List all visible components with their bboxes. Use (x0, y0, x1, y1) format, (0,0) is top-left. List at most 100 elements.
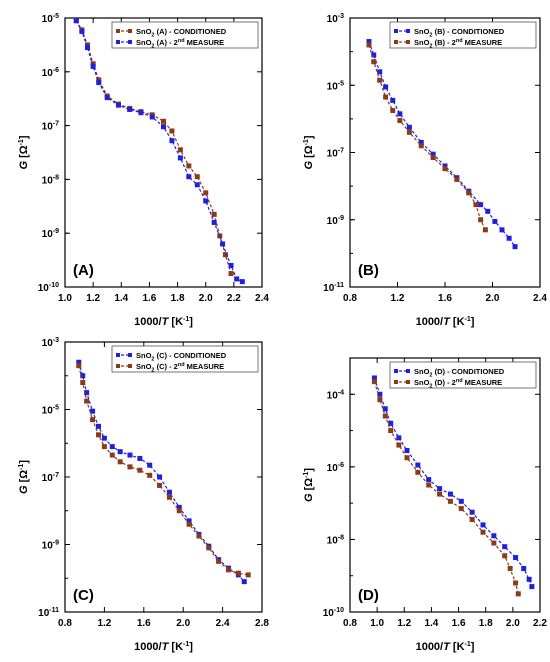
data-point (222, 252, 228, 258)
x-axis-label: 1000/T [K-1] (134, 641, 193, 653)
data-point (377, 77, 383, 83)
x-tick-label: 2.0 (506, 618, 520, 629)
data-point (196, 533, 202, 539)
data-point (454, 176, 460, 182)
series-line (373, 381, 519, 595)
series-line (75, 20, 243, 283)
y-tick-label: 10-5 (327, 80, 344, 92)
series-line (78, 362, 245, 582)
data-point (90, 417, 96, 423)
data-point (211, 219, 217, 225)
data-point (437, 486, 443, 492)
data-point (186, 174, 192, 180)
data-point (109, 452, 115, 458)
data-point (235, 570, 241, 576)
x-tick-label: 1.4 (114, 293, 128, 304)
data-point (80, 373, 86, 379)
data-point (404, 448, 410, 454)
x-tick-label: 1.8 (479, 618, 493, 629)
data-point (469, 516, 475, 522)
x-tick-label: 2.0 (486, 293, 500, 304)
data-point (203, 190, 209, 196)
legend-entry: SnO2 (D) - 2nd MEASURE (414, 378, 502, 390)
series-line (368, 41, 516, 248)
data-point (176, 508, 182, 514)
data-point (169, 138, 175, 144)
data-point (371, 379, 377, 385)
data-point (377, 391, 383, 397)
data-point (76, 359, 82, 365)
data-point (203, 198, 209, 204)
data-point (137, 455, 143, 461)
legend-swatch-marker (128, 40, 132, 44)
data-point (437, 491, 443, 497)
plot-frame (64, 17, 263, 288)
data-point (186, 163, 192, 169)
data-point (426, 477, 432, 483)
series-line (75, 20, 232, 274)
data-point (458, 506, 464, 512)
data-point (147, 472, 153, 478)
data-point (95, 432, 101, 438)
data-point (397, 111, 403, 117)
data-point (478, 202, 484, 208)
legend-box (389, 361, 537, 389)
data-point (194, 174, 200, 180)
data-point (430, 151, 436, 157)
data-point (104, 95, 110, 101)
x-axis-label: 1000/T [K-1] (416, 641, 475, 653)
data-point (469, 509, 475, 515)
data-point (226, 567, 232, 573)
legend-swatch-marker (394, 29, 398, 33)
y-axis-label: G [Ω-1] (303, 135, 315, 169)
y-tick-label: 10-8 (42, 174, 59, 186)
data-point (482, 227, 488, 233)
y-tick-label: 10-8 (327, 534, 344, 546)
data-point (521, 565, 527, 571)
data-point (480, 522, 486, 528)
series-1 (76, 359, 247, 585)
series-2 (366, 42, 488, 233)
plot-frame (349, 357, 541, 613)
data-point (478, 217, 484, 223)
y-axis-label: G [Ω-1] (18, 460, 30, 494)
data-point (382, 406, 388, 412)
y-tick-label: 10-9 (42, 540, 59, 552)
data-point (147, 462, 153, 468)
data-point (169, 128, 175, 134)
legend-swatch-marker (116, 40, 120, 44)
x-tick-label: 2.0 (199, 293, 213, 304)
data-point (529, 584, 535, 590)
data-point (161, 124, 166, 130)
x-tick-label: 1.2 (391, 293, 405, 304)
x-tick-label: 2.4 (216, 618, 230, 629)
data-point (117, 459, 123, 465)
y-tick-label: 10-5 (42, 405, 59, 417)
y-tick-label: 10-9 (42, 228, 59, 240)
data-point (526, 576, 532, 582)
x-tick-label: 2.2 (227, 293, 241, 304)
x-tick-label: 2.4 (533, 293, 547, 304)
legend-entry: SnO2 (C) - 2nd MEASURE (136, 362, 224, 374)
x-tick-label: 1.0 (370, 618, 384, 629)
data-point (466, 190, 472, 196)
data-point (377, 397, 383, 403)
data-point (426, 482, 432, 488)
data-point (415, 462, 421, 468)
data-point (430, 155, 436, 161)
data-point (166, 489, 172, 495)
data-point (127, 452, 133, 458)
data-point (388, 428, 394, 434)
data-point (396, 442, 402, 448)
data-point (138, 110, 144, 116)
data-point (186, 518, 192, 524)
data-point (85, 45, 91, 51)
y-tick-label: 10-6 (327, 462, 344, 474)
data-point (84, 390, 90, 396)
data-point (442, 163, 448, 169)
x-axis-label: 1000/T [K-1] (416, 316, 475, 328)
data-point (442, 166, 448, 172)
legend-swatch-marker (406, 369, 410, 373)
data-point (377, 69, 383, 75)
